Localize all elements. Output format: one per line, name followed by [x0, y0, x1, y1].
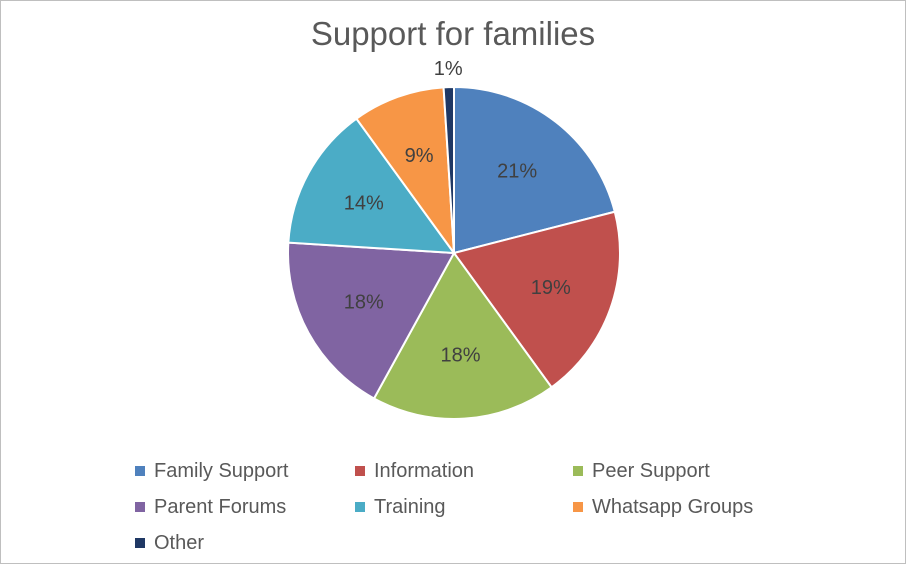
data-label-whatsapp-groups: 9% [405, 145, 434, 167]
data-label-parent-forums: 18% [344, 292, 384, 314]
chart-title: Support for families [310, 15, 596, 52]
legend-item-parent-forums: Parent Forums [135, 489, 355, 525]
legend-label: Whatsapp Groups [592, 495, 754, 518]
legend-item-information: Information [355, 453, 573, 489]
legend-swatch [573, 502, 583, 512]
data-label-other: 1% [434, 58, 463, 80]
pie-slice-whatsapp-groups [355, 86, 456, 257]
data-label-family-support: 21% [497, 161, 537, 183]
legend-swatch [135, 502, 145, 512]
data-label-training: 14% [344, 192, 384, 214]
legend-label: Training [374, 495, 446, 518]
legend-label: Peer Support [592, 459, 710, 482]
chart-legend: Family Support Information Peer Support Par… [135, 453, 835, 561]
legend-swatch [355, 502, 365, 512]
legend-item-training: Training [355, 489, 573, 525]
legend-swatch [573, 466, 583, 476]
legend-item-peer-support: Peer Support [573, 453, 835, 489]
legend-label: Other [154, 531, 205, 554]
legend-label: Parent Forums [154, 495, 287, 518]
data-label-information: 19% [531, 277, 571, 299]
legend-swatch [135, 538, 145, 548]
legend-label: Family Support [154, 459, 289, 482]
legend-swatch [355, 466, 365, 476]
legend-label: Information [374, 459, 475, 482]
legend-swatch [135, 466, 145, 476]
pie-slice-family-support [453, 85, 616, 255]
pie-slice-information [452, 210, 621, 389]
pie-slice-training [287, 117, 457, 255]
pie-slice-parent-forums [287, 241, 456, 400]
legend-item-other: Other [135, 525, 355, 561]
legend-item-family-support: Family Support [135, 453, 355, 489]
pie-slice-peer-support [372, 251, 553, 421]
legend-item-whatsapp-groups: Whatsapp Groups [573, 489, 835, 525]
data-label-peer-support: 18% [440, 345, 480, 367]
pie-slice-other [442, 85, 455, 254]
